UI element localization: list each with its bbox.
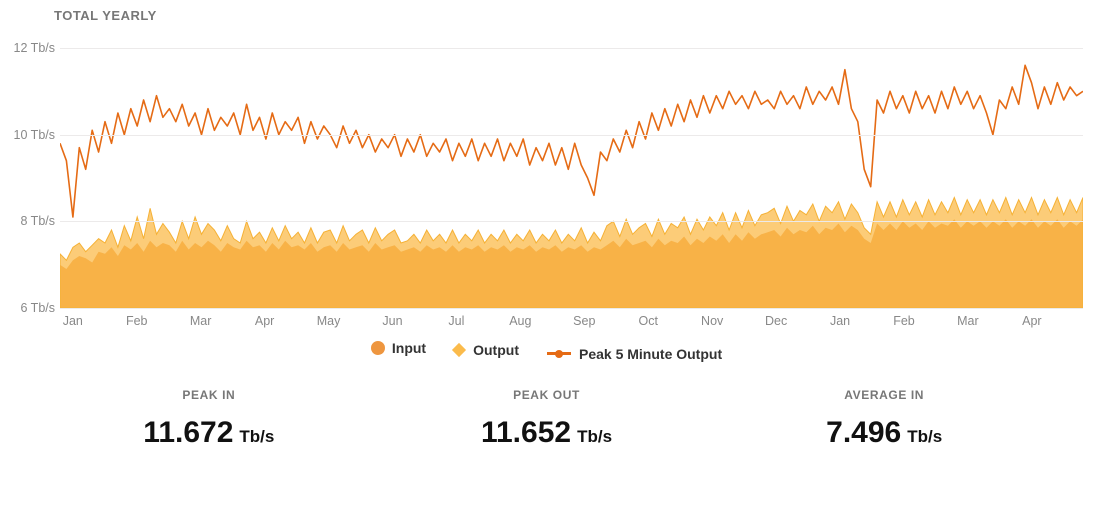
stat-unit: Tb/s (907, 427, 942, 447)
x-axis-label: Jan (830, 314, 850, 328)
x-axis-label: Sep (573, 314, 595, 328)
stat-block: AVERAGE IN 7.496 Tb/s (715, 388, 1053, 450)
legend-label: Output (473, 342, 519, 358)
gridline (60, 221, 1083, 222)
series-peak-5min-output (60, 65, 1083, 217)
x-axis-label: Oct (638, 314, 657, 328)
legend-item[interactable]: Input (371, 340, 426, 356)
x-axis-label: Aug (509, 314, 531, 328)
x-axis-label: Dec (765, 314, 787, 328)
x-axis-label: Jun (382, 314, 402, 328)
stat-label: AVERAGE IN (715, 388, 1053, 402)
gridline (60, 135, 1083, 136)
x-axis-label: Feb (126, 314, 148, 328)
chart-legend: Input Output Peak 5 Minute Output (0, 340, 1093, 362)
gridline (60, 308, 1083, 309)
x-axis-label: Jul (448, 314, 464, 328)
x-axis-label: Nov (701, 314, 723, 328)
x-axis-label: Apr (1022, 314, 1041, 328)
chart-title: TOTAL YEARLY (54, 8, 157, 23)
y-axis-label: 6 Tb/s (10, 301, 55, 315)
y-axis-label: 10 Tb/s (10, 128, 55, 142)
x-axis-label: Jan (63, 314, 83, 328)
legend-item[interactable]: Output (454, 342, 519, 358)
x-axis-label: Mar (190, 314, 212, 328)
stats-row: PEAK IN11.672Tb/sPEAK OUT11.652Tb/sAVERA… (0, 388, 1093, 450)
x-axis-label: May (317, 314, 341, 328)
stat-block: PEAK IN 11.672 Tb/s (40, 388, 378, 450)
legend-item[interactable]: Peak 5 Minute Output (547, 346, 722, 362)
chart-plot (60, 48, 1083, 308)
legend-swatch (452, 343, 466, 357)
x-axis-label: Mar (957, 314, 979, 328)
y-axis-label: 8 Tb/s (10, 214, 55, 228)
stat-block: PEAK OUT 11.652 Tb/s (378, 388, 716, 450)
chart-area: 6 Tb/s8 Tb/s10 Tb/s12 Tb/s (10, 48, 1083, 308)
stat-label: PEAK OUT (378, 388, 716, 402)
x-axis-label: Feb (893, 314, 915, 328)
gridline (60, 48, 1083, 49)
legend-label: Peak 5 Minute Output (579, 346, 722, 362)
x-axis: Jan Feb Mar Apr May Jun Jul Aug Sep Oct Nov Dec Jan F… (60, 314, 1083, 334)
series-output (60, 198, 1083, 309)
y-axis-label: 12 Tb/s (10, 41, 55, 55)
legend-swatch (371, 341, 385, 355)
stat-label: PEAK IN (40, 388, 378, 402)
x-axis-label: Apr (255, 314, 274, 328)
legend-label: Input (392, 340, 426, 356)
stat-unit: Tb/s (239, 427, 274, 447)
legend-swatch (547, 352, 571, 355)
stat-value: 11.672 (143, 416, 233, 450)
stat-value: 7.496 (826, 416, 901, 450)
stat-value: 11.652 (481, 416, 571, 450)
stat-unit: Tb/s (577, 427, 612, 447)
